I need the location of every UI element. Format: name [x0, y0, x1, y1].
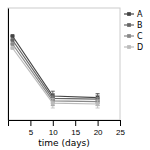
marker	[96, 102, 100, 106]
marker	[11, 46, 15, 50]
plot-frame	[8, 8, 120, 120]
y-axis-line	[8, 9, 9, 121]
x-axis-line	[9, 121, 121, 127]
x-tick: 15	[71, 120, 80, 137]
plot: 5 10 15 20 25	[8, 8, 125, 137]
error-bar-cap	[51, 91, 55, 92]
error-bar-cap	[96, 97, 100, 98]
x-tick-mark	[75, 120, 76, 126]
x-tick-label: 15	[71, 128, 80, 137]
series	[10, 38, 99, 103]
line	[12, 44, 97, 102]
x-tick: 10	[49, 120, 58, 137]
error-bar-cap	[96, 100, 100, 101]
legend-label: D	[137, 43, 143, 52]
series	[10, 34, 99, 101]
error-bar	[51, 98, 55, 108]
series	[10, 42, 99, 105]
x-tick: 20	[94, 120, 103, 137]
error-bar-cap	[51, 93, 55, 94]
marks	[10, 34, 99, 108]
legend-item: A	[124, 10, 143, 19]
marker	[11, 34, 15, 38]
error-bar-cap	[51, 108, 55, 109]
series	[10, 46, 99, 108]
line	[12, 40, 97, 99]
x-tick: 5	[29, 120, 34, 137]
y-axis	[8, 9, 9, 121]
legend-item: C	[124, 32, 143, 41]
chart: 5 10 15 20 25 time (days) ABCD	[0, 0, 150, 150]
x-tick-mark	[98, 120, 99, 126]
line	[12, 36, 97, 98]
error-bar-cap	[51, 98, 55, 99]
legend-label: C	[137, 32, 143, 41]
x-tick-label: 25	[116, 128, 125, 137]
legend: ABCD	[124, 10, 143, 52]
error-bar-cap	[51, 96, 55, 97]
marker	[51, 101, 55, 105]
error-bar-cap	[96, 93, 100, 94]
error-bar-cap	[96, 108, 100, 109]
x-tick-label: 20	[94, 128, 103, 137]
legend-marker	[127, 45, 131, 49]
legend-marker	[127, 23, 131, 27]
x-tick-label: 10	[49, 128, 58, 137]
x-tick-mark	[30, 120, 31, 126]
legend-item: D	[124, 43, 143, 52]
legend-item: B	[124, 21, 143, 30]
marker	[11, 42, 15, 46]
error-bar	[96, 100, 100, 108]
legend-label: A	[137, 10, 143, 19]
error-bar	[96, 94, 100, 102]
x-tick-mark	[120, 120, 121, 126]
legend-marker	[127, 12, 131, 16]
line	[12, 48, 97, 104]
legend-label: B	[137, 21, 143, 30]
x-axis-title: time (days)	[38, 138, 89, 148]
x-tick-label: 5	[29, 128, 34, 137]
x-axis: 5 10 15 20 25	[9, 120, 126, 137]
marker	[11, 38, 15, 42]
x-tick-mark	[53, 120, 54, 126]
legend-marker	[127, 34, 131, 38]
x-tick: 25	[116, 120, 125, 137]
error-bar-cap	[96, 95, 100, 96]
